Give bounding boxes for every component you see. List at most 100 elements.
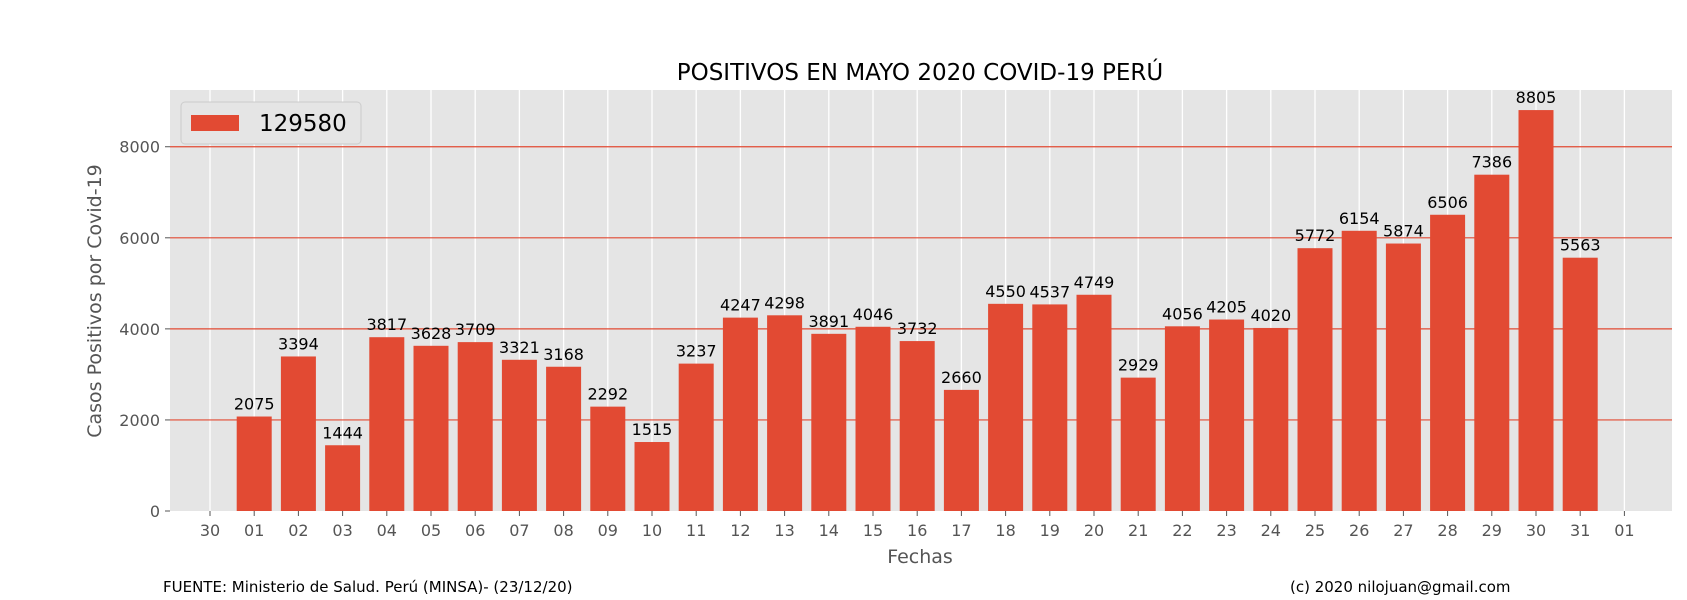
bar-value-label: 3709	[455, 320, 496, 339]
credit-note: (c) 2020 nilojuan@gmail.com	[1290, 578, 1511, 596]
x-tick-label: 29	[1482, 521, 1502, 540]
legend-box	[180, 101, 362, 145]
x-tick-label: 10	[642, 521, 662, 540]
bar-21	[1120, 377, 1156, 511]
bar-26	[1341, 230, 1377, 511]
bar-22	[1164, 326, 1200, 511]
x-tick-label: 09	[598, 521, 618, 540]
bar-value-label: 4046	[853, 305, 894, 324]
x-tick-label: 01	[1614, 521, 1634, 540]
y-tick-label: 6000	[119, 229, 160, 248]
x-tick-label: 12	[730, 521, 750, 540]
x-tick-label: 17	[951, 521, 971, 540]
bar-value-label: 3168	[543, 345, 584, 364]
bar-value-label: 6154	[1339, 209, 1380, 228]
bar-value-label: 4550	[985, 282, 1026, 301]
bar-value-label: 4020	[1250, 306, 1291, 325]
x-tick-label: 28	[1437, 521, 1457, 540]
bar-series	[236, 110, 1598, 511]
bar-value-label: 5563	[1560, 236, 1601, 255]
bar-value-label: 4537	[1029, 282, 1070, 301]
x-tick-label: 04	[377, 521, 397, 540]
bar-18	[988, 303, 1024, 511]
x-tick-label: 30	[200, 521, 220, 540]
bar-29	[1474, 174, 1510, 511]
x-tick-label: 21	[1128, 521, 1148, 540]
bar-02	[280, 356, 316, 511]
x-axis-ticks: 30 01 02 03 04 05 06 07 08 09 10 11 12 13 14 15 16 17 18 19…	[200, 511, 1635, 540]
x-axis-label: Fechas	[887, 546, 953, 568]
bar-28	[1430, 214, 1466, 511]
x-tick-label: 14	[819, 521, 839, 540]
bar-value-label: 6506	[1427, 193, 1468, 212]
bar-value-label: 2660	[941, 368, 982, 387]
bar-06	[457, 342, 493, 511]
x-tick-label: 30	[1526, 521, 1546, 540]
bar-07	[501, 359, 537, 511]
bar-value-label: 4056	[1162, 304, 1203, 323]
bar-value-label: 2292	[587, 385, 628, 404]
bar-19	[1032, 304, 1068, 511]
bar-value-label: 5772	[1295, 226, 1336, 245]
bar-value-label: 4205	[1206, 298, 1247, 317]
y-tick-label: 4000	[119, 320, 160, 339]
x-tick-label: 01	[244, 521, 264, 540]
legend: 129580	[180, 101, 362, 145]
bar-24	[1253, 327, 1289, 511]
bar-31	[1562, 257, 1598, 511]
bar-value-label: 8805	[1516, 88, 1557, 107]
bar-30	[1518, 110, 1554, 511]
x-tick-label: 16	[907, 521, 927, 540]
chart-title: POSITIVOS EN MAYO 2020 COVID-19 PERÚ	[677, 58, 1164, 86]
y-tick-label: 8000	[119, 138, 160, 157]
y-tick-label: 0	[150, 502, 160, 521]
x-tick-label: 07	[509, 521, 529, 540]
x-tick-label: 15	[863, 521, 883, 540]
y-axis-label: Casos Positivos por Covid-19	[84, 164, 106, 438]
bar-23	[1209, 319, 1245, 511]
bar-value-label: 3817	[366, 315, 407, 334]
legend-swatch	[191, 115, 239, 131]
bar-12	[722, 317, 758, 511]
x-tick-label: 18	[995, 521, 1015, 540]
bar-value-label: 1444	[322, 423, 363, 442]
bar-value-label: 3628	[411, 324, 452, 343]
bar-value-label: 4247	[720, 296, 761, 315]
bar-25	[1297, 248, 1333, 511]
bar-20	[1076, 294, 1112, 511]
source-note: FUENTE: Ministerio de Salud. Perú (MINSA…	[163, 578, 573, 596]
bar-27	[1385, 243, 1421, 511]
x-tick-label: 20	[1084, 521, 1104, 540]
bar-value-label: 4749	[1074, 273, 1115, 292]
x-tick-label: 22	[1172, 521, 1192, 540]
bar-13	[767, 315, 803, 511]
bar-01	[236, 416, 272, 511]
bar-11	[678, 363, 714, 511]
x-tick-label: 26	[1349, 521, 1369, 540]
bar-value-label: 3732	[897, 319, 938, 338]
bar-04	[369, 337, 405, 511]
x-tick-label: 02	[288, 521, 308, 540]
x-tick-label: 11	[686, 521, 706, 540]
y-tick-label: 2000	[119, 411, 160, 430]
bar-value-label: 4298	[764, 293, 805, 312]
bar-value-label: 3321	[499, 338, 540, 357]
x-tick-label: 24	[1261, 521, 1281, 540]
x-tick-label: 08	[553, 521, 573, 540]
bar-14	[811, 333, 847, 511]
bar-value-label: 2075	[234, 395, 275, 414]
bar-03	[325, 445, 361, 511]
x-tick-label: 25	[1305, 521, 1325, 540]
bar-value-label: 3394	[278, 334, 319, 353]
x-tick-label: 27	[1393, 521, 1413, 540]
bar-value-label: 2929	[1118, 356, 1159, 375]
x-tick-label: 23	[1216, 521, 1236, 540]
bar-value-label: 3237	[676, 342, 717, 361]
bar-10	[634, 442, 670, 511]
x-tick-label: 31	[1570, 521, 1590, 540]
y-axis-ticks: 0 2000 4000 6000 8000	[119, 138, 170, 521]
bar-08	[546, 366, 582, 511]
x-tick-label: 19	[1040, 521, 1060, 540]
x-tick-label: 13	[774, 521, 794, 540]
